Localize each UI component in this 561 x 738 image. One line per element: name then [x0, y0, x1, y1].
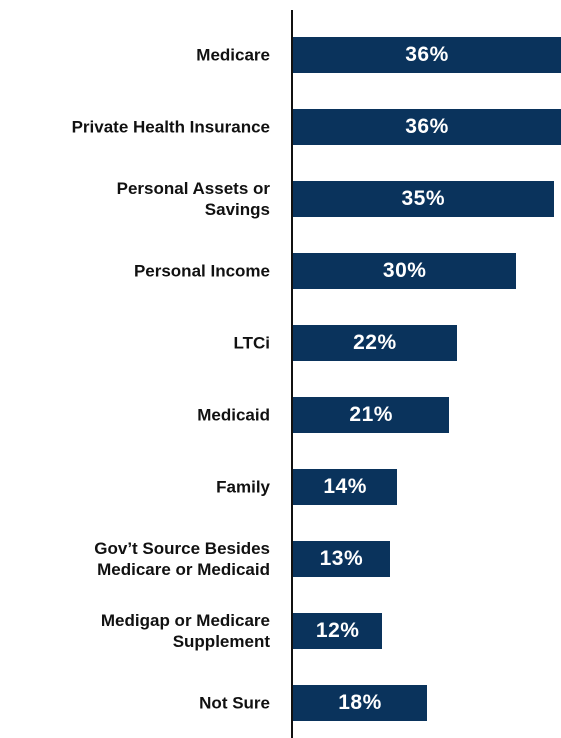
- bar: [293, 253, 517, 289]
- bar: [293, 469, 398, 505]
- category-label: Personal Income: [133, 261, 270, 281]
- value-label: 13%: [319, 547, 364, 570]
- category-label: LTCi: [233, 333, 270, 353]
- value-label: 14%: [323, 475, 367, 498]
- category-label: Private Health Insurance: [71, 117, 270, 137]
- bar: [293, 181, 554, 217]
- bar: [293, 613, 383, 649]
- value-label: 36%: [405, 43, 449, 66]
- category-label: Medicare: [196, 45, 270, 65]
- category-label: Personal Assets or Savings: [116, 179, 270, 219]
- value-label: 12%: [315, 619, 360, 642]
- bar: [293, 109, 561, 145]
- bar: [293, 325, 457, 361]
- value-label: 18%: [338, 691, 382, 714]
- bar: [293, 397, 450, 433]
- value-label: 36%: [405, 115, 449, 138]
- bar: [293, 685, 427, 721]
- category-label: Medigap or Medicare Supplement: [100, 611, 270, 651]
- axis-line: [291, 10, 293, 738]
- bar: [293, 37, 561, 73]
- category-label: Not Sure: [199, 693, 270, 713]
- category-label: Family: [216, 477, 270, 497]
- value-label: 30%: [382, 259, 427, 282]
- value-label: 21%: [349, 403, 393, 426]
- category-label: Medicaid: [197, 405, 270, 425]
- bar: [293, 541, 390, 577]
- category-label: Gov’t Source Besides Medicare or Medicai…: [94, 539, 270, 579]
- value-label: 35%: [401, 187, 446, 210]
- value-label: 22%: [353, 331, 397, 354]
